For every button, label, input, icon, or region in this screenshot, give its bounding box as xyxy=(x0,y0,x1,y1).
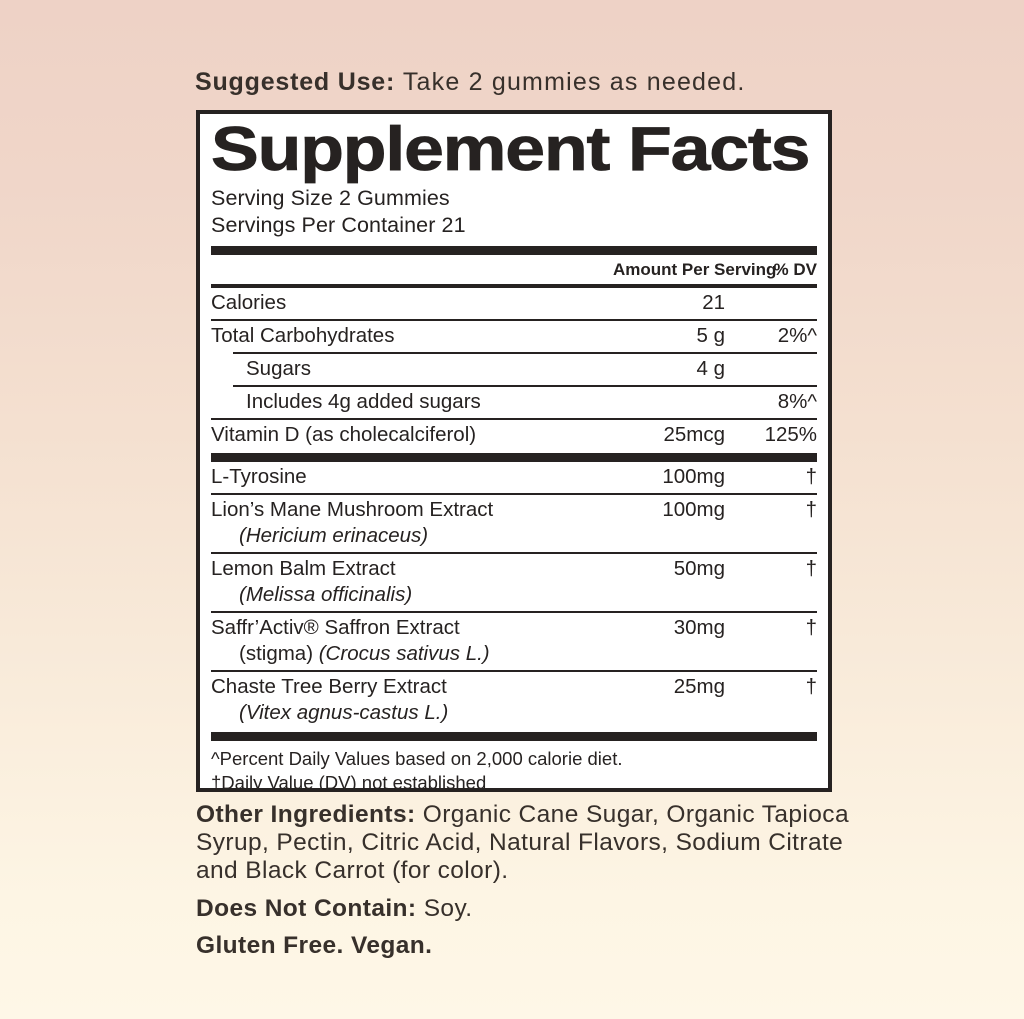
fact-name: Chaste Tree Berry Extract (Vitex agnus-ca… xyxy=(211,674,613,726)
fact-name-line: Vitamin D (as cholecalciferol) xyxy=(211,423,477,446)
fact-amount: 25mg xyxy=(673,675,725,698)
fact-row: Lemon Balm Extract (Melissa officinalis) 5… xyxy=(211,552,817,611)
fact-sub-italic: (Hericium erinaceus) xyxy=(239,524,429,547)
fact-row: Lion’s Mane Mushroom Extract (Hericium er… xyxy=(211,493,817,552)
facts-column-header: Amount Per Serving % DV xyxy=(211,255,817,284)
gluten-free-vegan: Gluten Free. Vegan. xyxy=(196,932,433,959)
fact-botanical-name: (stigma) (Crocus sativus L.) xyxy=(211,641,613,667)
fact-row: Calories 21 xyxy=(211,288,817,319)
fact-dv: † xyxy=(805,498,817,521)
fact-amount: 5 g xyxy=(696,324,726,347)
suggested-use-line: Suggested Use: Take 2 gummies as needed. xyxy=(195,68,875,97)
fact-name: L-Tyrosine xyxy=(211,464,613,490)
fact-botanical-name: (Vitex agnus-castus L.) xyxy=(211,700,613,726)
fact-row: Chaste Tree Berry Extract (Vitex agnus-ca… xyxy=(211,670,817,729)
fact-amount: 21 xyxy=(702,291,725,314)
facts-footnotes: ^Percent Daily Values based on 2,000 cal… xyxy=(211,741,817,792)
other-ingredients: Other Ingredients: Organic Cane Sugar, O… xyxy=(196,801,864,885)
servings-per-container: Servings Per Container 21 xyxy=(211,213,466,237)
fact-dv: 8%^ xyxy=(777,390,817,413)
fact-name-line: Lemon Balm Extract xyxy=(211,557,396,580)
fact-name: Vitamin D (as cholecalciferol) xyxy=(211,422,613,448)
fact-amount: 100mg xyxy=(662,465,725,488)
fact-name-line: L-Tyrosine xyxy=(211,465,307,488)
does-not-contain: Does Not Contain: Soy. xyxy=(196,895,864,923)
divider-bar-thick-mid xyxy=(211,453,817,462)
divider-bar-thick-bottom xyxy=(211,732,817,741)
supplement-facts-panel: Supplement Facts Serving Size 2 Gummies … xyxy=(196,110,832,792)
col-amount-per-serving: Amount Per Serving xyxy=(613,260,777,279)
fact-row: Vitamin D (as cholecalciferol) 25mcg 125% xyxy=(211,418,817,451)
fact-name-line: Calories xyxy=(211,291,287,314)
fact-name: Saffr’Activ® Saffron Extract (stigma) (Cr… xyxy=(211,615,613,667)
fact-name: Total Carbohydrates xyxy=(211,323,613,349)
col-percent-dv: % DV xyxy=(773,260,817,279)
fact-name-line: Sugars xyxy=(246,357,311,380)
fact-name-line: Lion’s Mane Mushroom Extract xyxy=(211,498,494,521)
fact-amount: 25mcg xyxy=(663,423,725,446)
facts-rows-botanical: L-Tyrosine 100mg † Lion’s Mane Mushroom Ext… xyxy=(211,462,817,729)
fact-dv: 125% xyxy=(764,423,817,446)
fact-name: Lion’s Mane Mushroom Extract (Hericium er… xyxy=(211,497,613,549)
fact-name: Includes 4g added sugars xyxy=(233,389,613,415)
fact-dv: † xyxy=(805,675,817,698)
does-not-contain-label: Does Not Contain: xyxy=(196,895,417,922)
fact-amount: 4 g xyxy=(696,357,726,380)
fact-sub-italic: (Crocus sativus L.) xyxy=(318,642,490,665)
fact-name-line: Total Carbohydrates xyxy=(211,324,395,347)
bottom-text-block: Other Ingredients: Organic Cane Sugar, O… xyxy=(196,801,864,960)
divider-bar-medium xyxy=(211,284,817,288)
fact-amount: 50mg xyxy=(673,557,725,580)
fact-name: Sugars xyxy=(233,356,613,382)
serving-size: Serving Size 2 Gummies xyxy=(211,186,450,210)
supplement-facts-title: Supplement Facts xyxy=(211,115,811,184)
divider-bar-thick-top xyxy=(211,246,817,255)
footnote-line: †Daily Value (DV) not established xyxy=(211,771,487,792)
does-not-contain-text: Soy. xyxy=(416,895,473,922)
fact-botanical-name: (Melissa officinalis) xyxy=(211,582,613,608)
other-ingredients-text: Organic Cane Sugar, Organic Tapioca Syru… xyxy=(196,801,849,884)
suggested-use-label: Suggested Use: xyxy=(195,68,396,96)
suggested-use-text: Take 2 gummies as needed. xyxy=(395,68,746,96)
fact-row: Includes 4g added sugars 8%^ xyxy=(233,385,817,418)
other-ingredients-label: Other Ingredients: xyxy=(196,801,416,828)
fact-name: Lemon Balm Extract (Melissa officinalis) xyxy=(211,556,613,608)
fact-sub-italic: (Melissa officinalis) xyxy=(239,583,413,606)
fact-name-line: Includes 4g added sugars xyxy=(246,390,481,413)
fact-amount: 30mg xyxy=(673,616,725,639)
fact-dv: † xyxy=(805,557,817,580)
fact-sub-italic: (Vitex agnus-castus L.) xyxy=(239,701,449,724)
footnote-line: ^Percent Daily Values based on 2,000 cal… xyxy=(211,748,623,769)
fact-sub-plain: (stigma) xyxy=(239,642,319,665)
fact-name-line: Saffr’Activ® Saffron Extract xyxy=(211,616,460,639)
fact-row: Saffr’Activ® Saffron Extract (stigma) (Cr… xyxy=(211,611,817,670)
facts-rows-main: Calories 21 Total Carbohydrates 5 g 2%^ Sugar… xyxy=(211,288,817,451)
fact-row: Total Carbohydrates 5 g 2%^ xyxy=(211,319,817,352)
fact-row: Sugars 4 g xyxy=(233,352,817,385)
fact-name: Calories xyxy=(211,290,613,316)
fact-dv: 2%^ xyxy=(777,324,817,347)
fact-row: L-Tyrosine 100mg † xyxy=(211,462,817,493)
fact-name-line: Chaste Tree Berry Extract xyxy=(211,675,447,698)
fact-amount: 100mg xyxy=(662,498,725,521)
fact-dv: † xyxy=(805,616,817,639)
fact-dv: † xyxy=(805,465,817,488)
fact-botanical-name: (Hericium erinaceus) xyxy=(211,523,613,549)
